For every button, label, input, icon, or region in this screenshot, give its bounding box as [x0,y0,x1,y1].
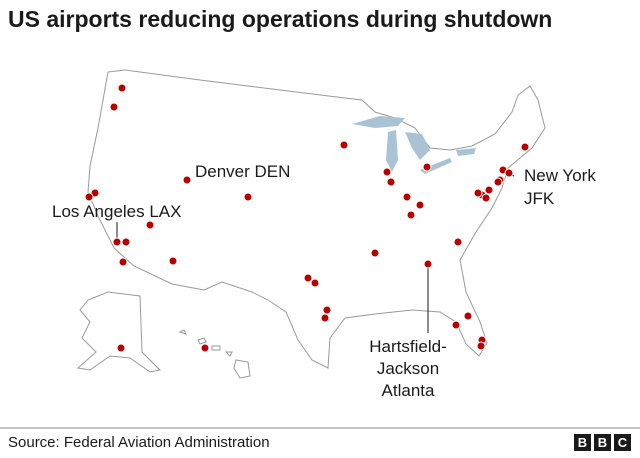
airport-dot [109,102,119,112]
airport-dot [402,192,412,202]
hawaii [178,329,251,379]
airport-dot [121,237,131,247]
logo-block [594,434,611,451]
airport-dot [463,311,473,321]
bbc-logo: B B C [574,434,631,451]
airport-dot [112,237,122,247]
source: Source: Federal Aviation Administration [8,434,270,451]
airport-dot [168,256,178,266]
logo-block [614,434,631,451]
airport-dot [473,188,483,198]
airport-dot [243,192,253,202]
title: US airports reducing operations during s… [8,6,552,32]
label-atlanta: Jackson [377,359,439,378]
airport-dot [484,185,494,195]
airport-dot [422,162,432,172]
lake-huron [405,132,430,160]
airport-dot [504,168,514,178]
label-jfk: JFK [524,189,555,208]
logo-letter: B [598,435,607,450]
logo-letter: B [578,435,587,450]
airport-dot [339,140,349,150]
label-denver: Denver DEN [195,162,290,181]
airport-dot [118,257,128,267]
airport-dot [415,200,425,210]
lake-michigan [386,130,398,172]
label-lax: Los Angeles LAX [52,202,181,221]
airport-dot [117,83,127,93]
airport-dot [84,192,94,202]
airport-dot [423,259,433,269]
airports [84,83,530,353]
airport-dot [476,341,486,351]
airport-dot [200,343,210,353]
airport-dot [520,142,530,152]
label-jfk: New York [524,166,596,185]
airport-dot [453,237,463,247]
airport-dot [182,175,192,185]
lake-ontario [456,148,476,156]
airport-dot [145,220,155,230]
alaska [76,291,162,373]
logo-letter: C [618,435,628,450]
airport-dot [370,248,380,258]
airport-dot [310,278,320,288]
logo-block [574,434,591,451]
airport-dot [386,177,396,187]
airport-dot [116,343,126,353]
label-atlanta: Atlanta [382,381,435,400]
airport-dot [303,273,313,283]
lake-superior [352,116,405,128]
airport-dot [320,313,330,323]
airport-dot [406,210,416,220]
airport-dot [493,177,503,187]
airport-dot [481,193,491,203]
airport-dot [451,320,461,330]
airport-dot [382,167,392,177]
label-atlanta: Hartsfield- [369,337,446,356]
airport-dot [322,305,332,315]
